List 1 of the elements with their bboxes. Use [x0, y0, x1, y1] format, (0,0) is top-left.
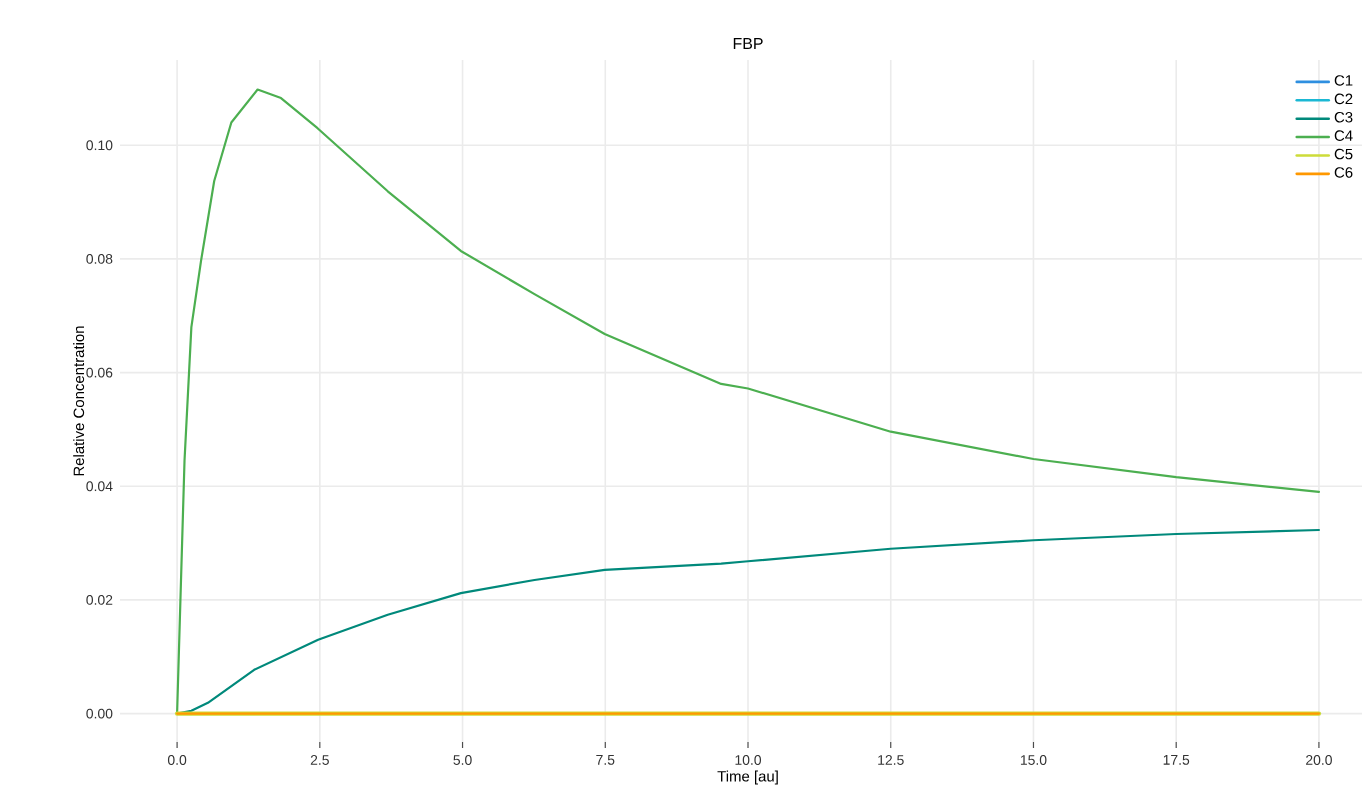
line-series — [175, 88, 1321, 715]
